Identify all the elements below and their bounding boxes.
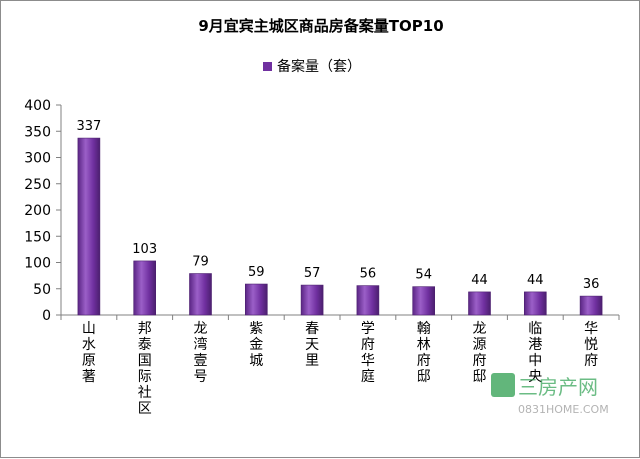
- bar: [133, 260, 156, 316]
- category-label: 华: [361, 353, 375, 369]
- legend: 备案量（套）: [263, 58, 361, 75]
- category-label: 邸: [473, 369, 487, 385]
- category-label: 源: [473, 337, 487, 353]
- category-label: 府: [417, 353, 431, 369]
- watermark-logo-icon: [491, 373, 515, 397]
- category-label: 原: [82, 353, 96, 369]
- category-label: 天: [305, 337, 319, 353]
- data-label: 57: [304, 266, 321, 281]
- category-label: 府: [473, 353, 487, 369]
- bar: [523, 291, 547, 316]
- bar: [245, 283, 268, 316]
- category-label: 庭: [361, 368, 375, 385]
- data-label: 337: [76, 119, 101, 134]
- watermark-text: 三房产网: [518, 375, 598, 399]
- bar: [579, 295, 603, 316]
- category-label: 林: [417, 337, 431, 353]
- category-label: 水: [82, 337, 96, 353]
- data-labels: 337 103 79 59 57 56 54 44 44 36: [76, 119, 599, 292]
- category-label: 翰: [417, 321, 431, 337]
- category-label: 城: [249, 353, 263, 369]
- y-tick-label: 350: [24, 124, 51, 140]
- category-label: 金: [249, 337, 263, 353]
- y-tick-label: 250: [24, 177, 51, 193]
- category-label: 区: [138, 401, 152, 417]
- bar: [77, 137, 101, 316]
- category-label: 里: [305, 353, 319, 369]
- legend-swatch: [263, 62, 272, 71]
- category-label: 港: [528, 337, 542, 353]
- data-label: 54: [415, 268, 432, 283]
- data-label: 36: [583, 277, 600, 292]
- bar: [300, 284, 324, 316]
- category-label: 中: [528, 353, 542, 369]
- category-label: 央: [528, 369, 542, 385]
- category-label: 紫: [249, 321, 263, 337]
- bar: [468, 291, 491, 316]
- category-label: 国: [138, 353, 152, 369]
- category-label: 龙: [194, 321, 208, 337]
- bar: [189, 273, 212, 316]
- category-label: 山: [82, 321, 96, 337]
- y-tick-label: 400: [24, 98, 51, 114]
- bar: [412, 286, 436, 316]
- category-label: 学: [361, 321, 375, 337]
- category-label: 号: [194, 369, 208, 385]
- category-label: 春: [305, 321, 319, 337]
- legend-label: 备案量（套）: [277, 58, 361, 75]
- category-label: 邦: [138, 321, 152, 337]
- category-label: 际: [138, 369, 152, 385]
- category-label: 湾: [194, 336, 208, 353]
- category-label: 泰: [138, 337, 152, 353]
- category-label: 社: [138, 385, 152, 401]
- chart-title: 9月宜宾主城区商品房备案量TOP10: [198, 17, 443, 35]
- data-label: 59: [248, 265, 265, 280]
- category-label: 府: [584, 353, 598, 369]
- category-label: 著: [82, 369, 96, 385]
- y-tick-label: 150: [24, 229, 51, 245]
- category-label: 临: [528, 321, 542, 337]
- data-label: 44: [527, 273, 544, 288]
- y-tick-label: 50: [33, 282, 51, 298]
- bars: [77, 137, 603, 316]
- category-label: 悦: [584, 337, 598, 353]
- data-label: 79: [192, 255, 209, 270]
- y-tick-label: 100: [24, 256, 51, 272]
- y-tick-label: 300: [24, 151, 51, 167]
- bar: [356, 285, 380, 316]
- category-label: 府: [361, 337, 375, 353]
- watermark: 三房产网 0831HOME.COM: [491, 373, 609, 416]
- watermark-url: 0831HOME.COM: [518, 403, 609, 416]
- y-tick-label: 200: [24, 203, 51, 219]
- axes: 0 50 100 150 200 250 300 350 400: [24, 98, 620, 324]
- category-label: 龙: [473, 321, 487, 337]
- data-label: 103: [132, 242, 157, 257]
- data-label: 44: [471, 273, 488, 288]
- y-tick-label: 0: [42, 308, 51, 324]
- data-label: 56: [360, 267, 377, 282]
- category-label: 壹: [194, 353, 208, 369]
- category-label: 邸: [417, 369, 431, 385]
- category-label: 华: [584, 321, 598, 337]
